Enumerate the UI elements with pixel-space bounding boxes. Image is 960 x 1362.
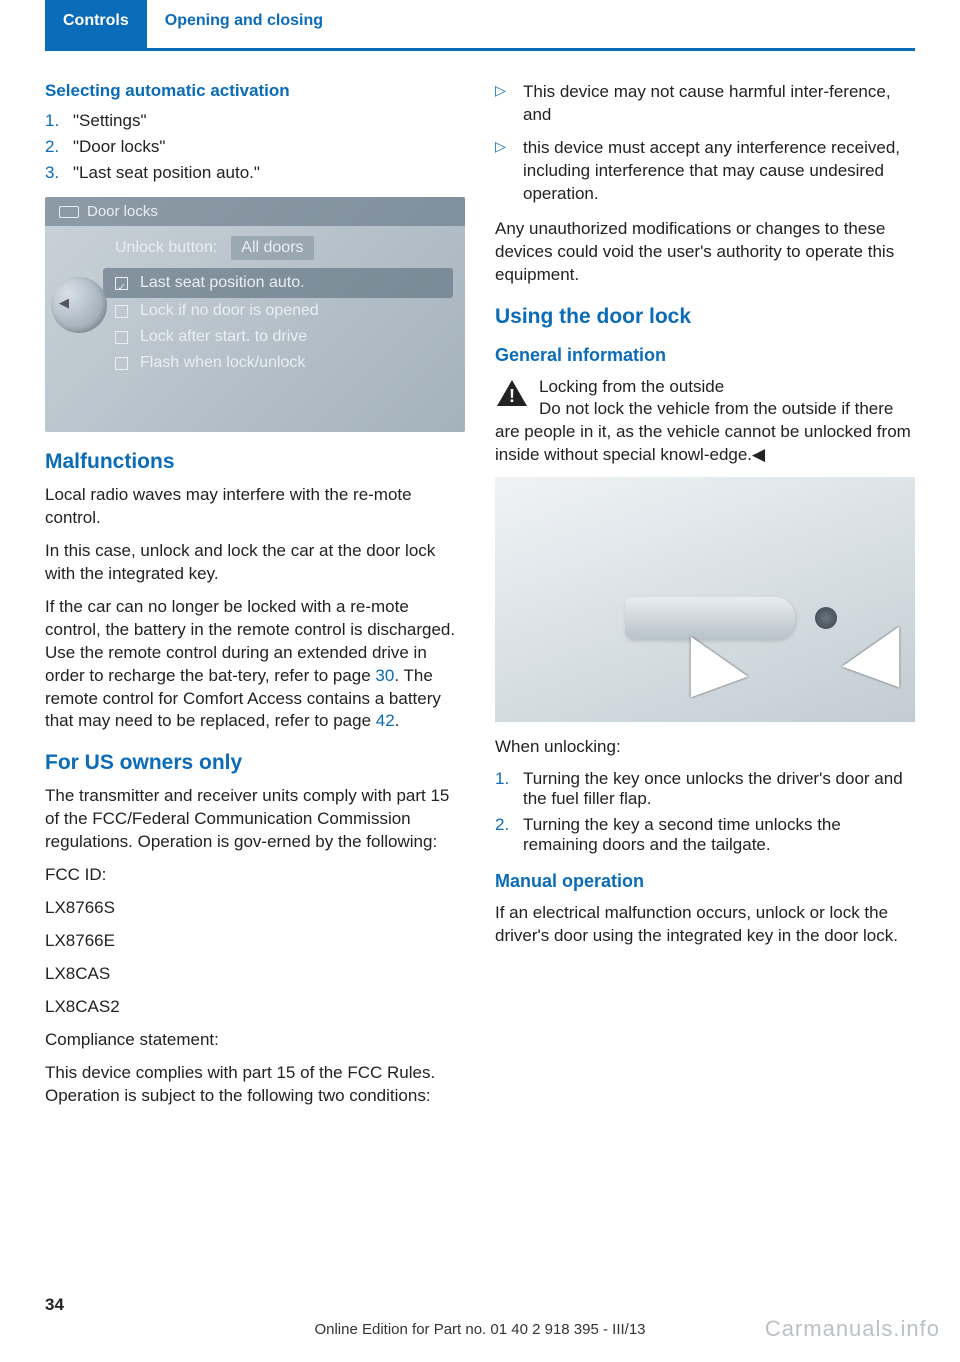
body-text: Any unauthorized modifications or change… — [495, 218, 915, 287]
list-item: 2."Door locks" — [45, 137, 465, 157]
menu-screenshot: Door locks Unlock button: All doors Last… — [45, 197, 465, 432]
step-number: 2. — [495, 815, 523, 855]
car-icon — [59, 206, 79, 218]
unlock-value: All doors — [231, 236, 313, 260]
fcc-id: LX8CAS — [45, 963, 465, 986]
fcc-id: LX8CAS2 — [45, 996, 465, 1019]
screenshot-row-highlighted: Last seat position auto. — [103, 268, 453, 298]
bullet-text: This device may not cause harmful inter‐… — [523, 81, 915, 127]
list-item: 3."Last seat position auto." — [45, 163, 465, 183]
checkbox-icon — [115, 277, 128, 290]
unlock-label: When unlocking: — [495, 736, 915, 759]
body-text: Local radio waves may interfere with the… — [45, 484, 465, 530]
arrow-right-icon — [842, 627, 915, 708]
selecting-steps-list: 1."Settings" 2."Door locks" 3."Last seat… — [45, 111, 465, 183]
row-label: Lock after start. to drive — [140, 328, 307, 346]
warning-icon: ! — [495, 378, 529, 408]
heading-manual-operation: Manual operation — [495, 871, 915, 892]
list-item: 1."Settings" — [45, 111, 465, 131]
bullet-icon: ▷ — [495, 81, 523, 127]
body-text: In this case, unlock and lock the car at… — [45, 540, 465, 586]
step-text: "Settings" — [73, 111, 147, 131]
keyhole-icon — [815, 607, 837, 629]
screenshot-title: Door locks — [87, 203, 158, 220]
page-link[interactable]: 42 — [376, 711, 395, 730]
warning-body: Do not lock the vehicle from the outside… — [495, 399, 911, 464]
list-item: ▷this device must accept any interferenc… — [495, 137, 915, 206]
screenshot-row: Lock after start. to drive — [45, 324, 465, 350]
page-content: Selecting automatic activation 1."Settin… — [0, 51, 960, 1118]
heading-selecting: Selecting automatic activation — [45, 81, 465, 101]
step-text: Turning the key once unlocks the driver'… — [523, 769, 915, 809]
step-number: 1. — [495, 769, 523, 809]
conditions-list: ▷This device may not cause harmful inter… — [495, 81, 915, 206]
unlock-steps-list: 1.Turning the key once unlocks the drive… — [495, 769, 915, 855]
page-number: 34 — [45, 1295, 915, 1315]
compliance-label: Compliance statement: — [45, 1029, 465, 1052]
body-text: If the car can no longer be locked with … — [45, 596, 465, 734]
heading-general-info: General information — [495, 345, 915, 366]
right-column: ▷This device may not cause harmful inter… — [495, 81, 915, 1118]
door-handle-image — [495, 477, 915, 722]
svg-text:!: ! — [509, 386, 515, 406]
row-label: Flash when lock/unlock — [140, 354, 305, 372]
step-text: Turning the key a second time unlocks th… — [523, 815, 915, 855]
screenshot-unlock-row: Unlock button: All doors — [45, 226, 465, 268]
checkbox-icon — [115, 305, 128, 318]
list-item: 1.Turning the key once unlocks the drive… — [495, 769, 915, 809]
screenshot-row: Lock if no door is opened — [45, 298, 465, 324]
door-handle-shape — [625, 597, 795, 639]
header-tab-section: Opening and closing — [147, 0, 341, 48]
fcc-label: FCC ID: — [45, 864, 465, 887]
body-text: This device complies with part 15 of the… — [45, 1062, 465, 1108]
step-text: "Door locks" — [73, 137, 165, 157]
heading-malfunctions: Malfunctions — [45, 450, 465, 474]
screenshot-header: Door locks — [45, 197, 465, 226]
controller-knob-icon — [51, 277, 107, 333]
checkbox-icon — [115, 357, 128, 370]
body-text: The transmitter and receiver units compl… — [45, 785, 465, 854]
fcc-id: LX8766E — [45, 930, 465, 953]
screenshot-row: Flash when lock/unlock — [45, 350, 465, 376]
heading-using-door-lock: Using the door lock — [495, 305, 915, 329]
body-text: If an electrical malfunction occurs, unl… — [495, 902, 915, 948]
step-number: 2. — [45, 137, 73, 157]
unlock-label: Unlock button: — [115, 239, 217, 257]
step-number: 3. — [45, 163, 73, 183]
row-label: Lock if no door is opened — [140, 302, 319, 320]
checkbox-icon — [115, 331, 128, 344]
list-item: ▷This device may not cause harmful inter… — [495, 81, 915, 127]
warning-block: ! Locking from the outside Do not lock t… — [495, 376, 915, 468]
bullet-icon: ▷ — [495, 137, 523, 206]
header-bar: Controls Opening and closing — [45, 0, 915, 51]
arrow-left-icon — [662, 637, 748, 718]
row-label: Last seat position auto. — [140, 274, 305, 292]
text-span: . — [395, 711, 400, 730]
page-link[interactable]: 30 — [375, 666, 394, 685]
list-item: 2.Turning the key a second time unlocks … — [495, 815, 915, 855]
warning-title: Locking from the outside — [539, 377, 724, 396]
bullet-text: this device must accept any interference… — [523, 137, 915, 206]
left-column: Selecting automatic activation 1."Settin… — [45, 81, 465, 1118]
watermark: Carmanuals.info — [765, 1316, 940, 1342]
heading-us-owners: For US owners only — [45, 751, 465, 775]
step-number: 1. — [45, 111, 73, 131]
fcc-id: LX8766S — [45, 897, 465, 920]
step-text: "Last seat position auto." — [73, 163, 260, 183]
page-header: Controls Opening and closing — [45, 0, 915, 48]
header-tab-controls: Controls — [45, 0, 147, 48]
